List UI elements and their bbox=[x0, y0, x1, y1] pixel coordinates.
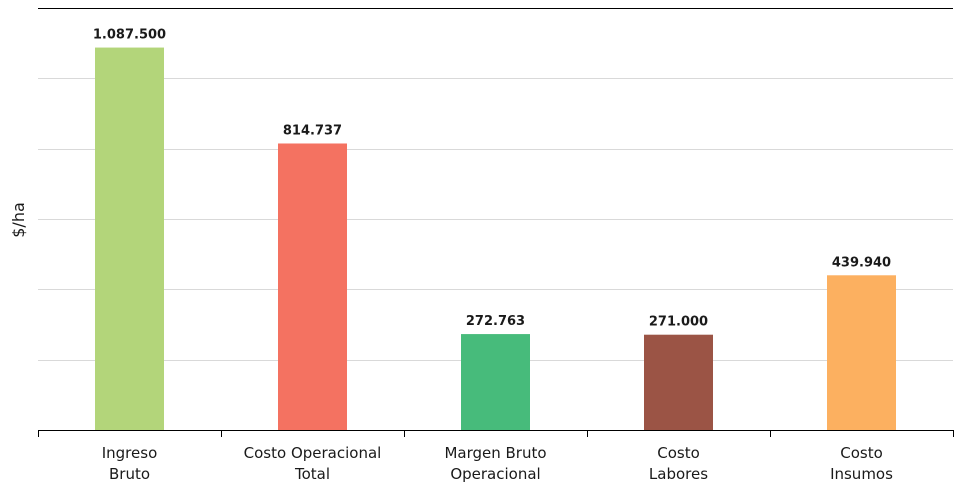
category-label: Costo bbox=[840, 444, 883, 462]
data-label: 439.940 bbox=[832, 255, 891, 270]
category-label: Labores bbox=[649, 465, 708, 483]
category-label: Costo Operacional bbox=[244, 444, 382, 462]
y-axis-label: $/ha bbox=[9, 202, 28, 238]
data-label: 1.087.500 bbox=[93, 28, 166, 43]
bars bbox=[95, 47, 896, 430]
category-label: Total bbox=[294, 465, 330, 483]
bar bbox=[278, 143, 347, 430]
bar bbox=[827, 275, 896, 430]
bar bbox=[95, 47, 164, 430]
x-axis bbox=[38, 430, 954, 437]
data-label: 271.000 bbox=[649, 315, 708, 330]
gridlines bbox=[38, 8, 953, 361]
category-label: Operacional bbox=[450, 465, 540, 483]
category-label: Margen Bruto bbox=[444, 444, 546, 462]
data-label: 272.763 bbox=[466, 314, 525, 329]
data-label: 814.737 bbox=[283, 123, 342, 138]
category-label: Ingreso bbox=[102, 444, 158, 462]
category-label: Bruto bbox=[109, 465, 150, 483]
bar bbox=[644, 334, 713, 430]
labels: 1.087.500 Ingreso Bruto 814.737 Costo Operac… bbox=[93, 28, 893, 483]
category-label: Costo bbox=[657, 444, 700, 462]
bar bbox=[461, 334, 530, 430]
category-label: Insumos bbox=[830, 465, 893, 483]
